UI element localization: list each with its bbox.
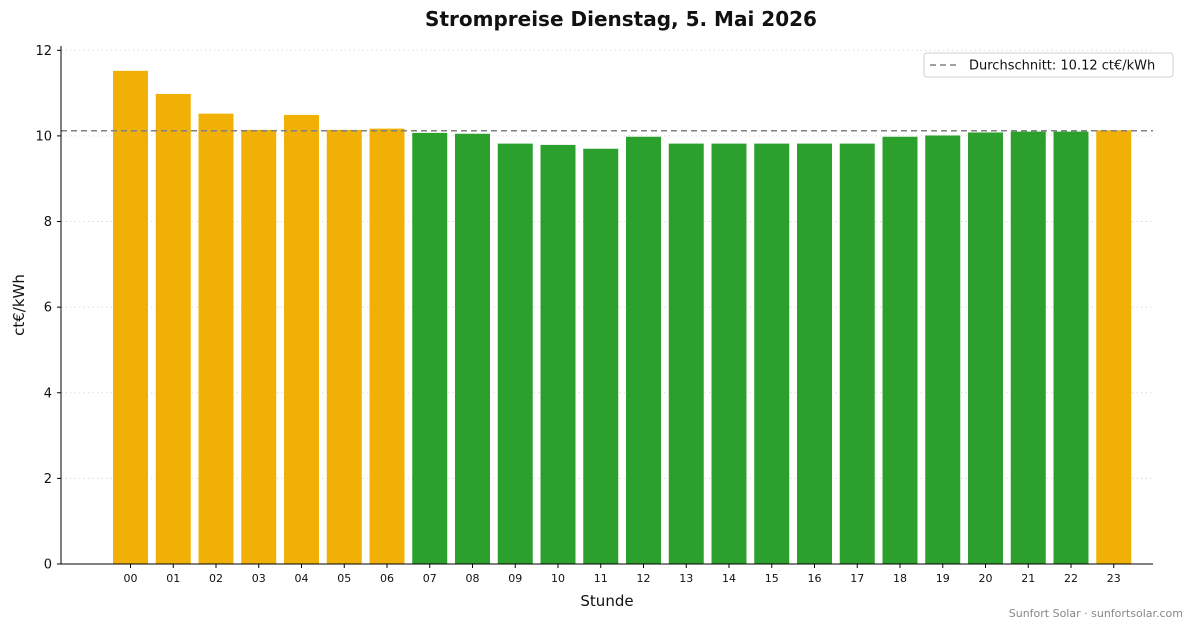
bar-hour-04 xyxy=(284,114,319,565)
bar-hour-06 xyxy=(369,128,405,564)
bar-hour-23 xyxy=(1096,130,1132,564)
x-tick-label: 11 xyxy=(594,572,608,585)
bar-hour-10 xyxy=(540,144,576,564)
x-tick-label: 05 xyxy=(337,572,351,585)
bar-hour-18 xyxy=(882,136,918,564)
bars-group xyxy=(113,70,1132,565)
y-tick-label: 4 xyxy=(44,386,52,401)
x-tick-label: 16 xyxy=(808,572,822,585)
bar-hour-14 xyxy=(711,143,747,564)
x-tick-label: 00 xyxy=(124,572,138,585)
y-tick-label: 6 xyxy=(44,301,52,316)
x-tick-label: 21 xyxy=(1021,572,1035,585)
x-tick-label: 18 xyxy=(893,572,907,585)
bar-hour-21 xyxy=(1010,131,1046,565)
x-tick-label: 12 xyxy=(637,572,651,585)
bar-hour-08 xyxy=(455,133,490,565)
x-axis-label: Stunde xyxy=(580,592,633,610)
y-tick-label: 0 xyxy=(44,558,52,573)
x-tick-label: 14 xyxy=(722,572,736,585)
x-tick-label: 22 xyxy=(1064,572,1078,585)
bar-hour-00 xyxy=(113,70,148,565)
x-axis-ticks: 00 01 02 03 04 05 06 07 08 09 10 11 12 13 14 15 16 17 18 19… xyxy=(124,564,1121,585)
bar-hour-19 xyxy=(925,135,961,565)
x-tick-label: 19 xyxy=(936,572,950,585)
y-axis-ticks: 0 2 4 6 8 10 12 xyxy=(35,44,61,573)
legend-average-label: Durchschnitt: 10.12 ct€/kWh xyxy=(969,59,1155,74)
x-tick-label: 03 xyxy=(252,572,266,585)
y-tick-label: 10 xyxy=(35,129,52,144)
chart-title: Strompreise Dienstag, 5. Mai 2026 xyxy=(425,7,817,31)
x-tick-label: 17 xyxy=(850,572,864,585)
bar-hour-01 xyxy=(155,93,191,564)
bar-hour-05 xyxy=(326,129,362,564)
bar-hour-11 xyxy=(583,148,619,564)
bar-hour-20 xyxy=(968,132,1003,565)
footer-credit: Sunfort Solar · sunfortsolar.com xyxy=(1009,607,1183,620)
x-tick-label: 08 xyxy=(466,572,480,585)
bar-hour-16 xyxy=(797,143,832,564)
x-tick-label: 09 xyxy=(508,572,522,585)
bar-hour-09 xyxy=(497,143,533,564)
bar-hour-03 xyxy=(241,129,277,564)
x-tick-label: 23 xyxy=(1107,572,1121,585)
y-tick-label: 12 xyxy=(35,44,52,59)
bar-hour-13 xyxy=(668,143,704,564)
x-tick-label: 20 xyxy=(979,572,993,585)
x-tick-label: 07 xyxy=(423,572,437,585)
y-tick-label: 8 xyxy=(44,215,52,230)
y-tick-label: 2 xyxy=(44,472,52,487)
bar-hour-02 xyxy=(198,113,234,564)
legend-box xyxy=(923,52,1174,78)
x-tick-label: 01 xyxy=(166,572,180,585)
x-tick-label: 10 xyxy=(551,572,565,585)
legend: Durchschnitt: 10.12 ct€/kWh xyxy=(923,52,1174,78)
x-tick-label: 13 xyxy=(679,572,693,585)
bar-hour-17 xyxy=(839,143,875,564)
bar-hour-22 xyxy=(1053,131,1089,565)
y-axis-label: ct€/kWh xyxy=(10,274,28,336)
bar-hour-07 xyxy=(412,132,448,565)
bar-hour-15 xyxy=(754,143,790,564)
bar-hour-12 xyxy=(626,136,661,564)
x-tick-label: 04 xyxy=(295,572,309,585)
x-tick-label: 02 xyxy=(209,572,223,585)
x-tick-label: 15 xyxy=(765,572,779,585)
x-tick-label: 06 xyxy=(380,572,394,585)
